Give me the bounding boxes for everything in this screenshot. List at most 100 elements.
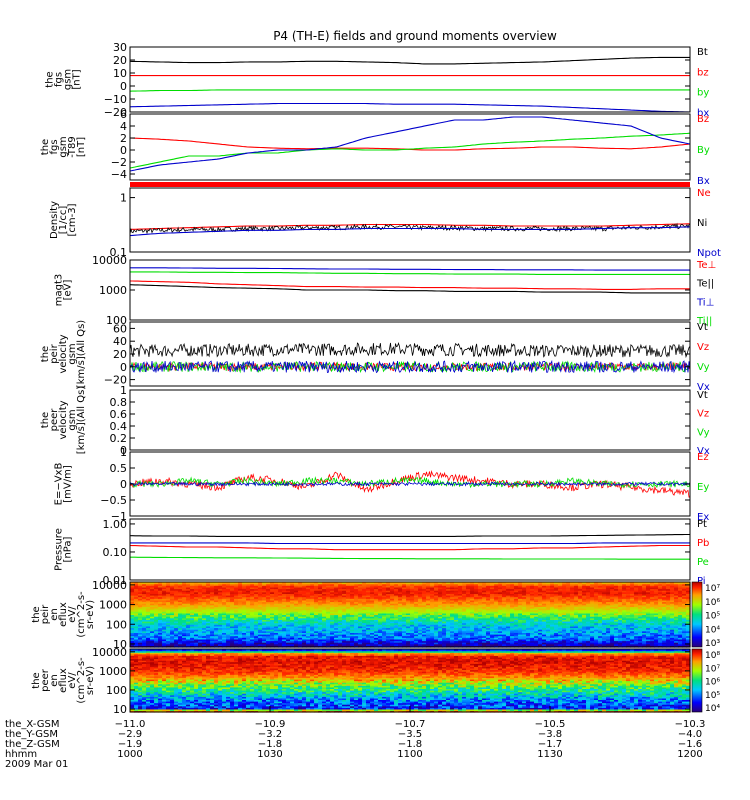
spectrogram-cell: [666, 621, 671, 624]
spectrogram-cell: [470, 638, 475, 642]
spectrogram-cell: [366, 621, 371, 624]
spectrogram-cell: [442, 625, 447, 629]
spectrogram-cell: [486, 640, 491, 643]
spectrogram-cell: [526, 609, 531, 612]
spectrogram-cell: [466, 630, 471, 633]
spectrogram-cell: [270, 598, 275, 601]
panels-group: Btbzbybx3020100−10−20thefgsgsm[nT]BzByBx…: [31, 41, 721, 716]
y-axis-label-line: magt3: [54, 274, 65, 307]
spectrogram-cell: [686, 632, 691, 635]
spectrogram-cell: [218, 603, 223, 606]
spectrogram-cell: [298, 601, 303, 604]
spectrogram-cell: [602, 603, 607, 606]
spectrogram-cell: [322, 591, 327, 594]
spectrogram-cell: [382, 629, 387, 632]
spectrogram-cell: [266, 608, 271, 611]
series-line-red: [130, 223, 690, 230]
spectrogram-cell: [458, 632, 463, 635]
spectrogram-cell: [226, 596, 231, 599]
spectrogram-cell: [686, 608, 691, 611]
spectrogram-cell: [158, 617, 163, 620]
spectrogram-cell: [590, 622, 595, 625]
spectrogram-cell: [146, 591, 151, 594]
spectrogram-cell: [130, 643, 135, 646]
spectrogram-cell: [514, 629, 519, 632]
spectrogram-cell: [426, 624, 431, 627]
spectrogram-cell: [170, 629, 175, 632]
spectrogram-cell: [446, 637, 451, 640]
spectrogram-cell: [670, 637, 675, 640]
spectrogram-cell: [538, 638, 543, 642]
spectrogram-cell: [662, 632, 667, 635]
spectrogram-cell: [222, 614, 227, 617]
spectrogram-cell: [682, 642, 687, 645]
spectrogram-cell: [426, 593, 431, 596]
spectrogram-cell: [370, 614, 375, 617]
spectrogram-cell: [546, 604, 551, 607]
spectrogram-cell: [498, 599, 503, 603]
spectrogram-cell: [206, 624, 211, 627]
spectrogram-cell: [498, 635, 503, 638]
spectrogram-cell: [582, 637, 587, 640]
spectrogram-cell: [186, 638, 191, 642]
spectrogram-cell: [598, 599, 603, 603]
spectrogram-cell: [234, 593, 239, 596]
spectrogram-cell: [626, 611, 631, 614]
spectrogram-cell: [170, 634, 175, 637]
spectrogram-cell: [270, 634, 275, 637]
spectrogram-cell: [182, 635, 187, 638]
spectrogram-cell: [566, 612, 571, 616]
spectrogram-cell: [438, 611, 443, 614]
spectrogram-cell: [330, 637, 335, 640]
spectrogram-cell: [522, 612, 527, 616]
spectrogram-cell: [282, 606, 287, 609]
spectrogram-cell: [298, 596, 303, 599]
spectrogram-cell: [470, 637, 475, 640]
spectrogram-cell: [194, 634, 199, 637]
spectrogram-cell: [206, 629, 211, 632]
spectrogram-cell: [450, 642, 455, 645]
spectrogram-cell: [542, 625, 547, 629]
spectrogram-cell: [558, 643, 563, 646]
spectrogram-cell: [598, 629, 603, 632]
spectrogram-cell: [146, 625, 151, 629]
spectrogram-cell: [286, 625, 291, 629]
spectrogram-cell: [414, 638, 419, 642]
spectrogram-cell: [178, 614, 183, 617]
spectrogram-cell: [198, 611, 203, 614]
spectrogram-cell: [318, 608, 323, 611]
spectrogram-cell: [442, 619, 447, 622]
spectrogram-cell: [562, 632, 567, 635]
spectrogram-cell: [134, 637, 139, 640]
spectrogram-cell: [658, 630, 663, 633]
spectrogram-cell: [374, 598, 379, 601]
spectrogram-cell: [650, 598, 655, 601]
spectrogram-cell: [186, 629, 191, 632]
spectrogram-cell: [686, 604, 691, 607]
spectrogram-cell: [226, 622, 231, 625]
spectrogram-cell: [658, 591, 663, 594]
spectrogram-cell: [306, 601, 311, 604]
spectrogram-cell: [358, 598, 363, 601]
spectrogram-cell: [226, 595, 231, 598]
spectrogram-cell: [438, 638, 443, 642]
spectrogram-cell: [450, 617, 455, 620]
spectrogram-cell: [274, 616, 279, 619]
spectrogram-cell: [594, 630, 599, 633]
spectrogram-cell: [294, 634, 299, 637]
spectrogram-cell: [530, 606, 535, 609]
spectrogram-cell: [374, 635, 379, 638]
spectrogram-cell: [142, 643, 147, 646]
spectrogram-cell: [330, 601, 335, 604]
spectrogram-cell: [482, 616, 487, 619]
spectrogram-cell: [606, 622, 611, 625]
spectrogram-cell: [166, 621, 171, 624]
y-tick-label: 40: [113, 335, 127, 348]
spectrogram-cell: [558, 606, 563, 609]
spectrogram-cell: [594, 642, 599, 645]
spectrogram-cell: [418, 611, 423, 614]
spectrogram-cell: [486, 643, 491, 646]
spectrogram-cell: [210, 640, 215, 643]
spectrogram-cell: [278, 617, 283, 620]
